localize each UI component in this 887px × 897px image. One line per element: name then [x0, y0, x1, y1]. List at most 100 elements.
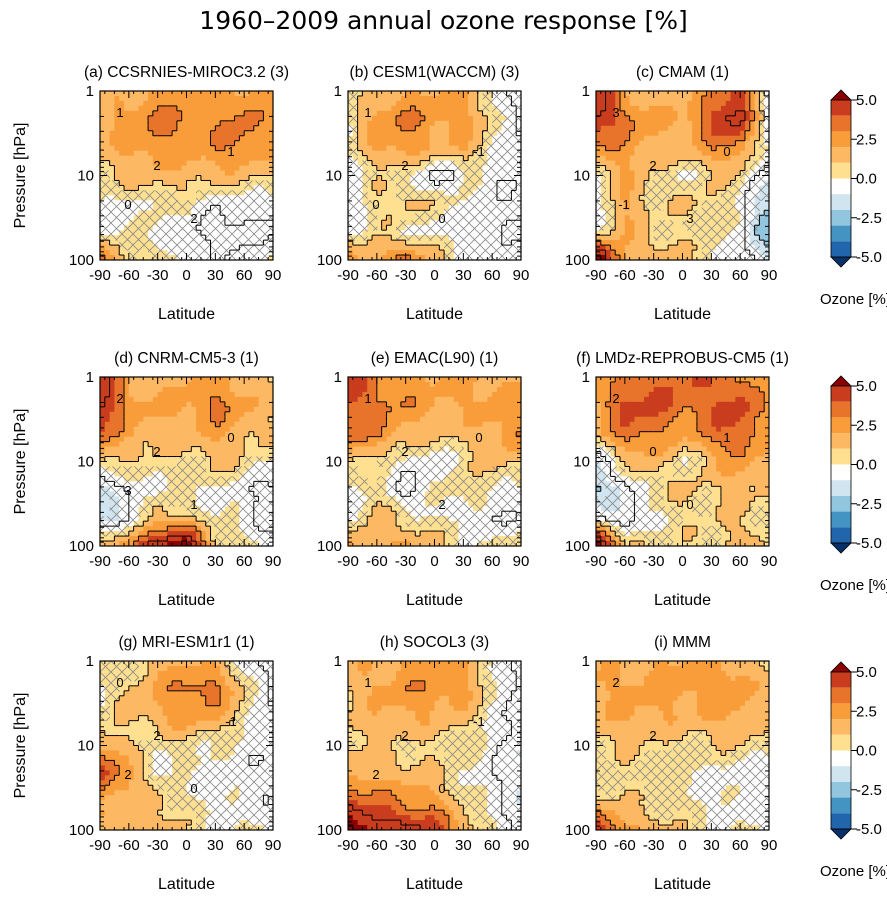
field-cell: [210, 145, 216, 152]
field-cell: [696, 125, 703, 132]
field-cell: [615, 115, 621, 122]
field-cell: [610, 155, 616, 162]
field-cell: [749, 150, 756, 157]
x-tick-label: 30: [207, 267, 224, 284]
field-cell: [672, 120, 679, 127]
field-cell: [634, 155, 640, 162]
field-cell: [644, 130, 650, 137]
field-cell: [124, 125, 130, 132]
field-cell: [157, 125, 164, 132]
hatch-cell: [234, 200, 245, 211]
field-cell: [448, 140, 455, 147]
field-cell: [696, 140, 703, 147]
hatch-cell: [444, 240, 455, 251]
hatch-cell: [434, 230, 445, 241]
field-cell: [210, 105, 216, 112]
field-cell: [400, 91, 407, 97]
field-cell: [735, 165, 741, 172]
field-cell: [381, 120, 388, 127]
field-cell: [196, 180, 202, 187]
field-cell: [600, 95, 607, 102]
field-cell: [624, 255, 631, 260]
field-cell: [258, 115, 264, 122]
field-cell: [434, 205, 440, 211]
hatch-cell: [157, 250, 168, 260]
hatch-cell: [730, 180, 741, 191]
hatch-cell: [740, 180, 751, 191]
field-cell: [186, 115, 192, 122]
field-cell: [186, 100, 192, 107]
hatch-cell: [501, 190, 512, 201]
field-cell: [215, 185, 221, 192]
field-cell: [128, 125, 135, 132]
field-cell: [620, 120, 626, 127]
field-cell: [229, 135, 236, 142]
field-cell: [629, 160, 636, 167]
field-cell: [749, 105, 756, 112]
field-cell: [205, 185, 212, 192]
field-cell: [610, 175, 616, 182]
field-cell: [415, 120, 421, 127]
hatch-cell: [463, 250, 474, 260]
field-cell: [658, 120, 664, 127]
field-cell: [754, 155, 760, 162]
field-cell: [133, 115, 140, 122]
field-cell: [400, 135, 407, 142]
field-cell: [677, 125, 684, 132]
field-cell: [109, 95, 116, 102]
field-cell: [248, 140, 255, 147]
field-cell: [482, 120, 488, 127]
field-cell: [744, 150, 751, 157]
field-cell: [624, 110, 631, 117]
field-cell: [687, 255, 693, 260]
field-cell: [229, 160, 236, 167]
field-cell: [439, 105, 445, 112]
field-cell: [420, 155, 426, 162]
hatch-cell: [692, 210, 703, 221]
field-cell: [477, 110, 484, 117]
hatch-cell: [424, 190, 435, 201]
field-cell: [162, 105, 168, 112]
field-cell: [668, 240, 674, 246]
field-cell: [181, 170, 188, 177]
field-cell: [172, 145, 178, 152]
field-cell: [444, 130, 450, 137]
field-cell: [381, 130, 388, 137]
hatch-cell: [711, 230, 722, 241]
field-cell: [672, 100, 679, 107]
field-cell: [258, 140, 264, 147]
field-cell: [605, 125, 612, 132]
field-cell: [157, 145, 164, 152]
field-cell: [124, 140, 130, 147]
field-cell: [191, 170, 197, 177]
field-cell: [253, 155, 260, 162]
field-cell: [396, 110, 402, 117]
field-cell: [658, 160, 664, 167]
field-cell: [119, 140, 125, 147]
field-cell: [405, 245, 412, 251]
field-cell: [181, 135, 188, 142]
field-cell: [648, 140, 655, 147]
field-cell: [210, 165, 216, 172]
field-cell: [668, 95, 674, 102]
field-cell: [215, 95, 221, 102]
field-cell: [176, 155, 183, 162]
field-cell: [405, 160, 412, 167]
field-cell: [453, 95, 460, 102]
field-cell: [367, 115, 373, 122]
hatch-cell: [453, 240, 464, 251]
field-cell: [176, 175, 183, 182]
field-cell: [396, 125, 402, 132]
hatch-cell: [492, 220, 503, 231]
field-cell: [615, 185, 621, 192]
field-cell: [100, 91, 106, 97]
hatch-cell: [730, 220, 741, 231]
field-cell: [735, 145, 741, 152]
field-cell: [615, 190, 621, 196]
field-cell: [143, 135, 149, 142]
field-cell: [119, 110, 125, 117]
field-cell: [620, 91, 626, 97]
field-cell: [639, 175, 645, 182]
field-cell: [735, 140, 741, 147]
field-cell: [200, 105, 207, 112]
